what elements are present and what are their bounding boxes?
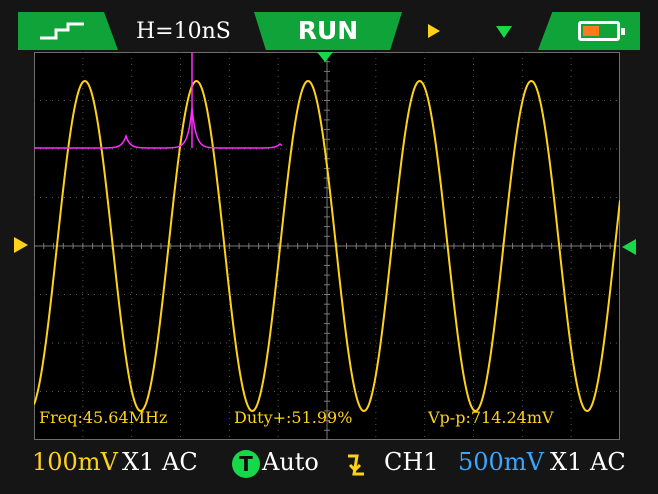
ch1-waveform [34,79,620,413]
trigger-source[interactable]: CH1 [384,448,439,476]
ch1-probe-coupling[interactable]: X1 AC [122,448,198,476]
trigger-down-arrow-icon[interactable] [496,26,512,38]
ch2-volts-div[interactable]: 500mV [458,448,544,476]
mode-button[interactable] [18,12,118,50]
trigger-mode[interactable]: Auto [262,448,319,476]
run-stop-button[interactable]: RUN [254,12,402,50]
ch2-probe-coupling[interactable]: X1 AC [550,448,626,476]
waveform-display[interactable]: Freq:45.64MHz Duty+:51.99% Vp-p:714.24mV [34,52,620,440]
bottom-status-bar: 100mV X1 AC T Auto CH1 500mV X1 AC [0,444,658,484]
fft-spectrum [34,107,283,149]
trigger-position-arrow-icon[interactable] [428,24,440,38]
falling-edge-icon[interactable] [345,452,367,480]
battery-icon [578,21,625,41]
waveform-graph [34,52,620,440]
ch1-volts-div[interactable]: 100mV [32,448,118,476]
duty-cycle-readout: Duty+:51.99% [234,408,353,427]
ch1-offset-marker[interactable] [14,237,28,253]
timebase-label[interactable]: H=10nS [136,19,231,44]
peak-to-peak-readout: Vp-p:714.24mV [428,408,554,427]
battery-indicator [538,12,640,50]
step-wave-icon [40,22,84,40]
run-state-label: RUN [297,16,359,45]
battery-level-fill [583,26,599,36]
trigger-mode-icon: T [232,450,260,478]
trigger-time-marker[interactable] [317,52,333,62]
frequency-readout: Freq:45.64MHz [39,408,168,427]
trigger-level-marker[interactable] [622,239,636,255]
top-status-bar: H=10nS RUN [18,10,640,50]
